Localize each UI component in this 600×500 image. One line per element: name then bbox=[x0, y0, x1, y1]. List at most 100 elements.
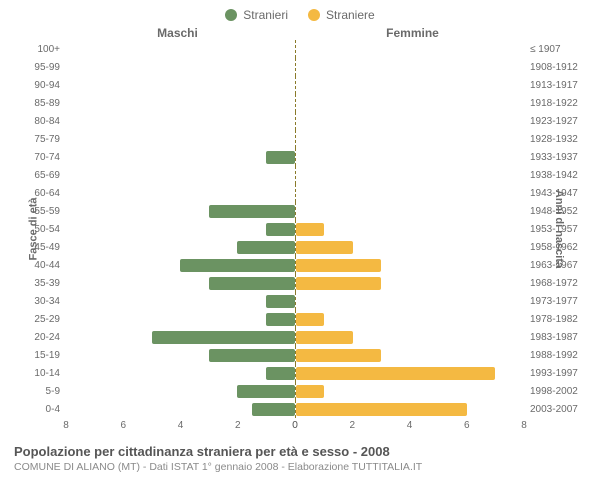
age-label: 100+ bbox=[16, 44, 66, 55]
pyramid-row: 45-491958-1962 bbox=[16, 238, 584, 256]
legend: Stranieri Straniere bbox=[0, 0, 600, 26]
bar-cell-female bbox=[296, 166, 525, 184]
legend-swatch-female bbox=[308, 9, 320, 21]
bar-male bbox=[266, 367, 295, 380]
bar-cell-female bbox=[296, 328, 525, 346]
xtick: 4 bbox=[178, 420, 184, 431]
bar-cell-female bbox=[296, 382, 525, 400]
bar-female bbox=[296, 277, 382, 290]
bar-cell-male bbox=[66, 400, 296, 418]
year-label: ≤ 1907 bbox=[524, 44, 584, 55]
bar-cell-male bbox=[66, 364, 296, 382]
bar-cell-female bbox=[296, 310, 525, 328]
age-label: 10-14 bbox=[16, 368, 66, 379]
year-label: 1978-1982 bbox=[524, 314, 584, 325]
bar-cell-female bbox=[296, 256, 525, 274]
xtick: 8 bbox=[521, 420, 527, 431]
bar-male bbox=[252, 403, 295, 416]
bar-cell-female bbox=[296, 130, 525, 148]
age-label: 5-9 bbox=[16, 386, 66, 397]
bar-cell-male bbox=[66, 166, 296, 184]
year-label: 1923-1927 bbox=[524, 116, 584, 127]
bar-cell-female bbox=[296, 400, 525, 418]
pyramid-row: 5-9 1998-2002 bbox=[16, 382, 584, 400]
chart: Maschi Femmine Fasce di età Anni di nasc… bbox=[0, 26, 600, 434]
bar-cell-male bbox=[66, 274, 296, 292]
bar-cell-female bbox=[296, 346, 525, 364]
year-label: 1968-1972 bbox=[524, 278, 584, 289]
year-label: 1998-2002 bbox=[524, 386, 584, 397]
bar-female bbox=[296, 367, 496, 380]
bar-male bbox=[237, 241, 294, 254]
bar-cell-male bbox=[66, 220, 296, 238]
legend-item-male: Stranieri bbox=[225, 8, 288, 22]
bar-male bbox=[209, 205, 295, 218]
legend-label-female: Straniere bbox=[326, 8, 375, 22]
age-label: 50-54 bbox=[16, 224, 66, 235]
bar-cell-female bbox=[296, 238, 525, 256]
year-label: 1938-1942 bbox=[524, 170, 584, 181]
bar-cell-female bbox=[296, 76, 525, 94]
bar-female bbox=[296, 403, 467, 416]
bar-female bbox=[296, 313, 325, 326]
year-label: 1993-1997 bbox=[524, 368, 584, 379]
yaxis-label-right: Anni di nascita bbox=[553, 190, 565, 268]
bar-cell-female bbox=[296, 148, 525, 166]
age-label: 15-19 bbox=[16, 350, 66, 361]
xaxis: 86420 02468 bbox=[0, 418, 600, 434]
age-label: 75-79 bbox=[16, 134, 66, 145]
bar-cell-female bbox=[296, 274, 525, 292]
xtick: 4 bbox=[407, 420, 413, 431]
pyramid-row: 15-191988-1992 bbox=[16, 346, 584, 364]
bar-cell-female bbox=[296, 184, 525, 202]
bar-cell-male bbox=[66, 112, 296, 130]
bar-female bbox=[296, 223, 325, 236]
bar-male bbox=[209, 349, 295, 362]
age-label: 90-94 bbox=[16, 80, 66, 91]
year-label: 1928-1932 bbox=[524, 134, 584, 145]
age-label: 95-99 bbox=[16, 62, 66, 73]
pyramid-row: 30-341973-1977 bbox=[16, 292, 584, 310]
pyramid-row: 10-14 1993-1997 bbox=[16, 364, 584, 382]
bar-cell-female bbox=[296, 220, 525, 238]
year-label: 1933-1937 bbox=[524, 152, 584, 163]
xtick: 8 bbox=[63, 420, 69, 431]
age-label: 20-24 bbox=[16, 332, 66, 343]
legend-swatch-male bbox=[225, 9, 237, 21]
age-label: 70-74 bbox=[16, 152, 66, 163]
bar-male bbox=[266, 151, 295, 164]
age-label: 40-44 bbox=[16, 260, 66, 271]
bar-female bbox=[296, 259, 382, 272]
pyramid-row: 100+ ≤ 1907 bbox=[16, 40, 584, 58]
year-label: 1913-1917 bbox=[524, 80, 584, 91]
bar-cell-male bbox=[66, 202, 296, 220]
legend-item-female: Straniere bbox=[308, 8, 375, 22]
bar-male bbox=[237, 385, 294, 398]
bar-cell-female bbox=[296, 58, 525, 76]
xtick: 6 bbox=[464, 420, 470, 431]
bar-cell-male bbox=[66, 40, 296, 58]
bar-cell-male bbox=[66, 346, 296, 364]
pyramid-row: 80-841923-1927 bbox=[16, 112, 584, 130]
yaxis-label-left: Fasce di età bbox=[27, 198, 39, 261]
year-label: 1973-1977 bbox=[524, 296, 584, 307]
year-label: 1983-1987 bbox=[524, 332, 584, 343]
age-label: 55-59 bbox=[16, 206, 66, 217]
year-label: 1908-1912 bbox=[524, 62, 584, 73]
bar-cell-female bbox=[296, 202, 525, 220]
age-label: 35-39 bbox=[16, 278, 66, 289]
bar-cell-male bbox=[66, 184, 296, 202]
age-label: 45-49 bbox=[16, 242, 66, 253]
chart-subtitle: COMUNE DI ALIANO (MT) - Dati ISTAT 1° ge… bbox=[14, 461, 586, 473]
pyramid-row: 60-641943-1947 bbox=[16, 184, 584, 202]
bar-cell-male bbox=[66, 256, 296, 274]
bar-cell-male bbox=[66, 130, 296, 148]
bar-male bbox=[209, 277, 295, 290]
pyramid-row: 20-24 1983-1987 bbox=[16, 328, 584, 346]
bar-cell-female bbox=[296, 40, 525, 58]
legend-label-male: Stranieri bbox=[243, 8, 288, 22]
pyramid-row: 25-29 1978-1982 bbox=[16, 310, 584, 328]
pyramid-row: 95-99 1908-1912 bbox=[16, 58, 584, 76]
bar-cell-female bbox=[296, 112, 525, 130]
age-label: 25-29 bbox=[16, 314, 66, 325]
